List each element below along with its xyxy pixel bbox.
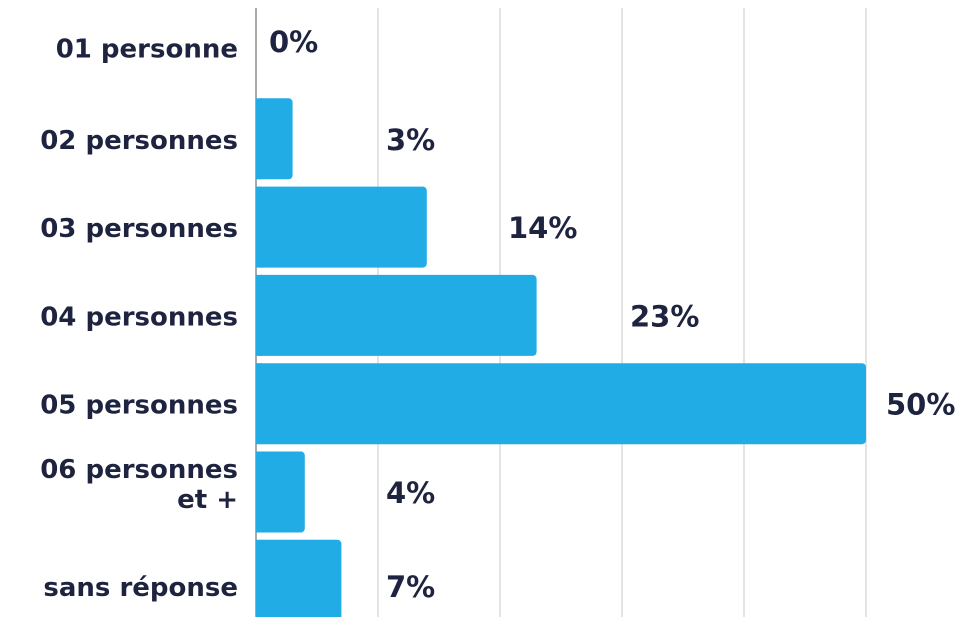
bar-edge — [256, 98, 262, 180]
bar — [256, 363, 866, 445]
category-label: 06 personnes et + — [40, 455, 238, 515]
category-label: 04 personnes — [40, 302, 238, 332]
bar — [256, 186, 427, 268]
bar — [256, 451, 305, 533]
value-label: 7% — [386, 570, 435, 604]
category-label: sans réponse — [43, 573, 238, 603]
bar-edge — [256, 363, 262, 445]
value-label: 3% — [386, 123, 435, 157]
category-label: 01 personne — [56, 35, 238, 65]
bar-edge — [256, 451, 262, 533]
bar-edge — [256, 539, 262, 617]
bars — [256, 98, 866, 617]
value-label: 0% — [269, 25, 318, 59]
category-label: 05 personnes — [40, 391, 238, 421]
category-labels: 01 personne 02 personnes 03 personnes 04 pe… — [40, 35, 238, 604]
bar — [256, 274, 537, 356]
bar — [256, 98, 293, 180]
bar-edge — [256, 186, 262, 268]
bar-edge — [256, 274, 262, 356]
value-labels: 0% 3% 14% 23% 50% 4% 7% — [269, 25, 955, 604]
category-label: 02 personnes — [40, 126, 238, 156]
value-label: 14% — [508, 211, 577, 245]
value-label: 50% — [886, 388, 955, 422]
category-label: 03 personnes — [40, 214, 238, 244]
value-label: 4% — [386, 476, 435, 510]
value-label: 23% — [630, 299, 699, 333]
bar — [256, 539, 342, 617]
